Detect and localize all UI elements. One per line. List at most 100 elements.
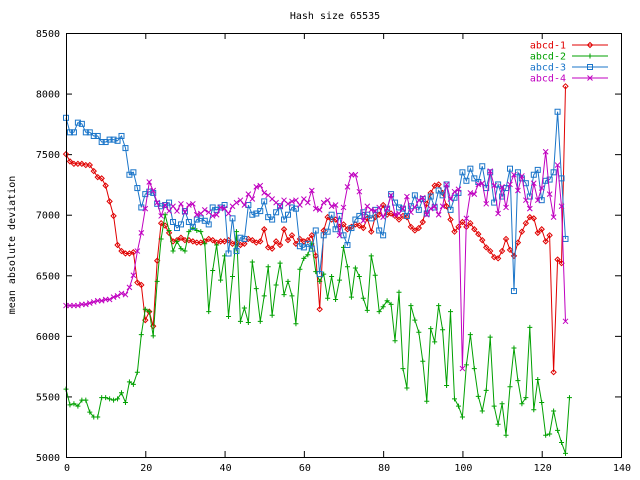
data-point <box>487 168 494 174</box>
data-point <box>555 427 561 433</box>
data-point <box>98 175 105 182</box>
data-point <box>554 108 561 115</box>
data-point <box>277 203 284 210</box>
data-point <box>110 136 117 143</box>
data-point <box>193 216 200 223</box>
data-point <box>194 227 200 233</box>
data-point <box>210 267 216 273</box>
data-point <box>142 205 149 212</box>
data-point <box>491 403 497 409</box>
data-point <box>265 264 271 270</box>
data-point <box>94 173 101 181</box>
data-point <box>396 289 402 295</box>
data-point <box>514 169 521 176</box>
data-point <box>190 200 196 207</box>
data-point <box>419 194 426 201</box>
data-point <box>439 192 446 199</box>
data-point <box>205 221 212 228</box>
data-point <box>300 244 307 251</box>
data-point <box>324 197 331 204</box>
data-point <box>272 238 280 245</box>
data-point <box>547 431 553 437</box>
data-point <box>435 187 442 194</box>
data-point <box>340 232 347 239</box>
data-point <box>165 229 173 237</box>
data-point <box>82 129 89 136</box>
data-point <box>534 166 541 173</box>
data-point <box>154 278 160 284</box>
data-point <box>170 203 176 210</box>
data-point <box>463 177 470 184</box>
data-point <box>431 203 438 210</box>
data-point <box>372 272 378 278</box>
data-point <box>325 295 331 301</box>
data-point <box>551 408 557 414</box>
data-point <box>479 408 485 414</box>
data-point <box>380 232 387 239</box>
data-point <box>459 218 466 226</box>
data-point <box>344 264 350 270</box>
data-point <box>67 402 73 408</box>
data-point <box>233 248 240 255</box>
data-point <box>118 290 125 297</box>
data-point <box>538 197 545 204</box>
data-point <box>558 203 565 210</box>
data-point <box>312 227 319 234</box>
data-point <box>523 197 529 204</box>
data-point <box>539 399 545 405</box>
data-point <box>281 216 288 223</box>
data-point <box>471 366 477 372</box>
data-point <box>400 205 406 212</box>
x-tick-label: 80 <box>378 463 390 474</box>
data-point <box>527 324 533 330</box>
data-point <box>526 193 533 200</box>
data-point <box>241 240 248 247</box>
data-point <box>328 211 335 218</box>
data-point <box>257 238 264 245</box>
data-point <box>146 179 153 185</box>
data-point <box>233 239 240 246</box>
data-point <box>550 368 557 376</box>
data-point <box>94 132 101 139</box>
data-point <box>138 230 145 236</box>
data-point <box>463 362 469 368</box>
data-point <box>356 212 363 219</box>
data-point <box>479 180 486 187</box>
data-point <box>261 190 268 196</box>
data-point <box>352 265 358 271</box>
data-point <box>138 332 144 338</box>
data-point <box>403 213 411 221</box>
data-point <box>292 205 299 212</box>
data-point <box>90 167 97 175</box>
data-point <box>273 282 279 288</box>
data-point <box>114 293 121 299</box>
data-point <box>86 161 93 169</box>
data-point <box>185 218 192 225</box>
data-point <box>424 398 430 404</box>
data-point <box>221 202 228 209</box>
data-point <box>66 158 74 165</box>
data-point <box>134 279 141 286</box>
data-point <box>130 249 137 256</box>
data-point <box>530 171 537 178</box>
data-point <box>134 369 140 375</box>
data-point <box>126 284 133 291</box>
data-point <box>412 317 418 323</box>
data-point <box>82 301 89 308</box>
data-point <box>305 252 311 258</box>
data-point <box>98 297 105 304</box>
data-point <box>515 378 521 384</box>
data-point <box>289 293 295 299</box>
data-point <box>118 247 125 255</box>
data-point <box>86 129 93 136</box>
data-point <box>329 273 335 279</box>
data-point <box>237 318 243 324</box>
data-point <box>75 403 81 409</box>
data-point <box>150 187 157 194</box>
data-point <box>542 238 549 245</box>
data-point <box>257 318 263 324</box>
data-point <box>356 222 363 229</box>
data-point <box>324 228 331 235</box>
data-point <box>475 230 482 238</box>
data-point <box>206 309 212 315</box>
